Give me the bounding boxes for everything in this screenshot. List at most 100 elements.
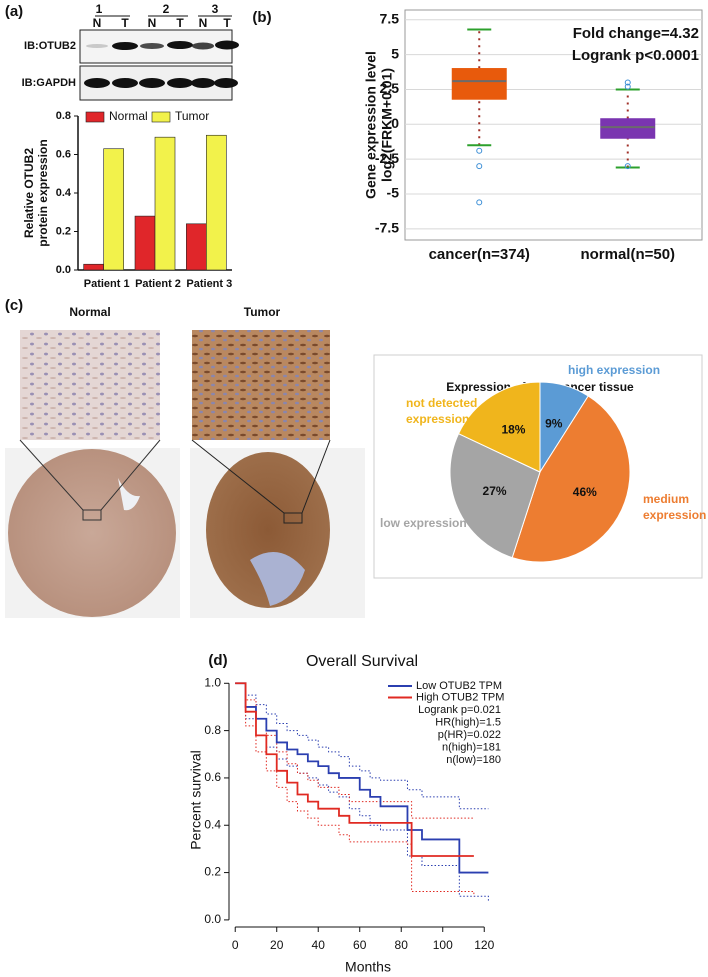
image-label: Tumor [244,305,281,319]
y-tick-label: 7.5 [380,10,400,26]
pie-frame [373,354,703,579]
slice-label: high expression [568,363,660,377]
x-axis-label: Months [345,959,391,975]
x-tick-label: 60 [353,938,367,952]
x-tick-label: normal(n=50) [580,246,675,263]
outlier [624,163,631,170]
y-axis-label: protein expression [36,139,50,246]
slice-label: low expression [380,516,467,530]
legend-label: Low OTUB2 TPM [416,680,502,692]
lane-type: N [93,16,102,30]
y-tick-label: -7.5 [375,220,399,236]
pie-slice [457,381,541,473]
bar [83,263,104,271]
bar [134,215,156,271]
lane-type: N [199,16,208,30]
y-tick-label: 5 [391,45,399,61]
lane-number: 1 [96,2,103,16]
y-axis-label: Relative OTUB2 [22,148,36,238]
lane-type: N [148,16,157,30]
survival-line [235,682,489,874]
pie-slice [511,395,631,563]
y-tick-label: 1.0 [204,675,221,689]
y-tick-label: 0.6 [204,770,221,784]
lane-type: T [121,16,129,30]
panel-label: (d) [208,652,227,669]
legend-swatch [85,111,105,123]
lane-number: 3 [212,2,219,16]
annotation: Fold change=4.32 [573,25,699,42]
y-axis-label: Percent survival [188,750,204,850]
lane-type: T [176,16,184,30]
annotation: Logrank p<0.0001 [572,47,699,64]
legend-swatch [151,111,171,123]
blot-bands [84,40,239,88]
legend-label: High OTUB2 TPM [416,691,504,703]
x-tick-label: 80 [395,938,409,952]
slice-label: expression [643,508,706,522]
x-tick-label: Patient 3 [186,278,232,290]
x-tick-label: 20 [270,938,284,952]
slice-value-label: 46% [573,485,597,499]
lane-number: 2 [163,2,170,16]
x-tick-label: 100 [433,938,453,952]
y-tick-label: 0.4 [204,817,221,831]
panel-label: (a) [5,3,23,20]
slice-label: medium [643,492,689,506]
x-tick-label: 40 [312,938,326,952]
slice-label: expression [406,412,469,426]
ci-lower [235,682,475,897]
survival-line [235,682,474,857]
image-label: Normal [69,305,110,319]
y-tick-label: -2.5 [375,150,399,166]
annotation: HR(high)=1.5 [435,716,501,728]
bar [103,148,124,271]
outlier [476,163,483,170]
annotation: p(HR)=0.022 [438,729,501,741]
y-tick-label: 0.2 [56,225,71,237]
x-tick-label: Patient 1 [84,278,130,290]
plot-frame [404,9,703,241]
slice-value-label: 27% [483,484,507,498]
box [451,68,507,100]
outlier [476,147,483,154]
y-tick-label: -5 [387,185,400,201]
x-tick-label: 120 [474,938,494,952]
y-tick-label: 0.2 [204,865,221,879]
bar [186,223,207,271]
panel-label: (c) [5,297,23,314]
ci-upper [235,682,489,810]
outlier [624,83,631,90]
tissue-normal [5,330,180,618]
annotation: n(low)=180 [446,754,501,766]
legend-label: Normal [109,109,148,123]
y-tick-label: 0.0 [56,264,71,276]
annotation: n(high)=181 [442,741,501,753]
legend-label: Tumor [175,109,209,123]
slice-label: not detected [406,396,477,410]
y-axis-label: Gene expression level [363,51,379,199]
annotation: Logrank p=0.021 [418,704,501,716]
panel-label: (b) [252,9,271,26]
blot-row-label: IB:OTUB2 [24,40,76,52]
x-tick-label: 0 [232,938,239,952]
chart-title: Overall Survival [306,653,418,670]
outlier [476,199,483,206]
lane-type: T [223,16,231,30]
pie-slice [449,433,541,559]
y-tick-label: 0.8 [204,723,221,737]
y-tick-label: 0.8 [56,110,71,122]
outlier [624,79,631,86]
blot-row-label: IB:GAPDH [22,77,76,89]
x-tick-label: cancer(n=374) [429,246,530,263]
y-tick-label: 0 [391,115,399,131]
y-tick-label: 0.6 [56,148,71,160]
slice-value-label: 9% [545,417,563,431]
tissue-tumor [190,330,365,618]
y-axis-label: log2(FRKM+0.01) [379,68,395,182]
box [600,118,656,139]
y-tick-label: 2.5 [380,80,400,96]
y-tick-label: 0.0 [204,912,221,926]
